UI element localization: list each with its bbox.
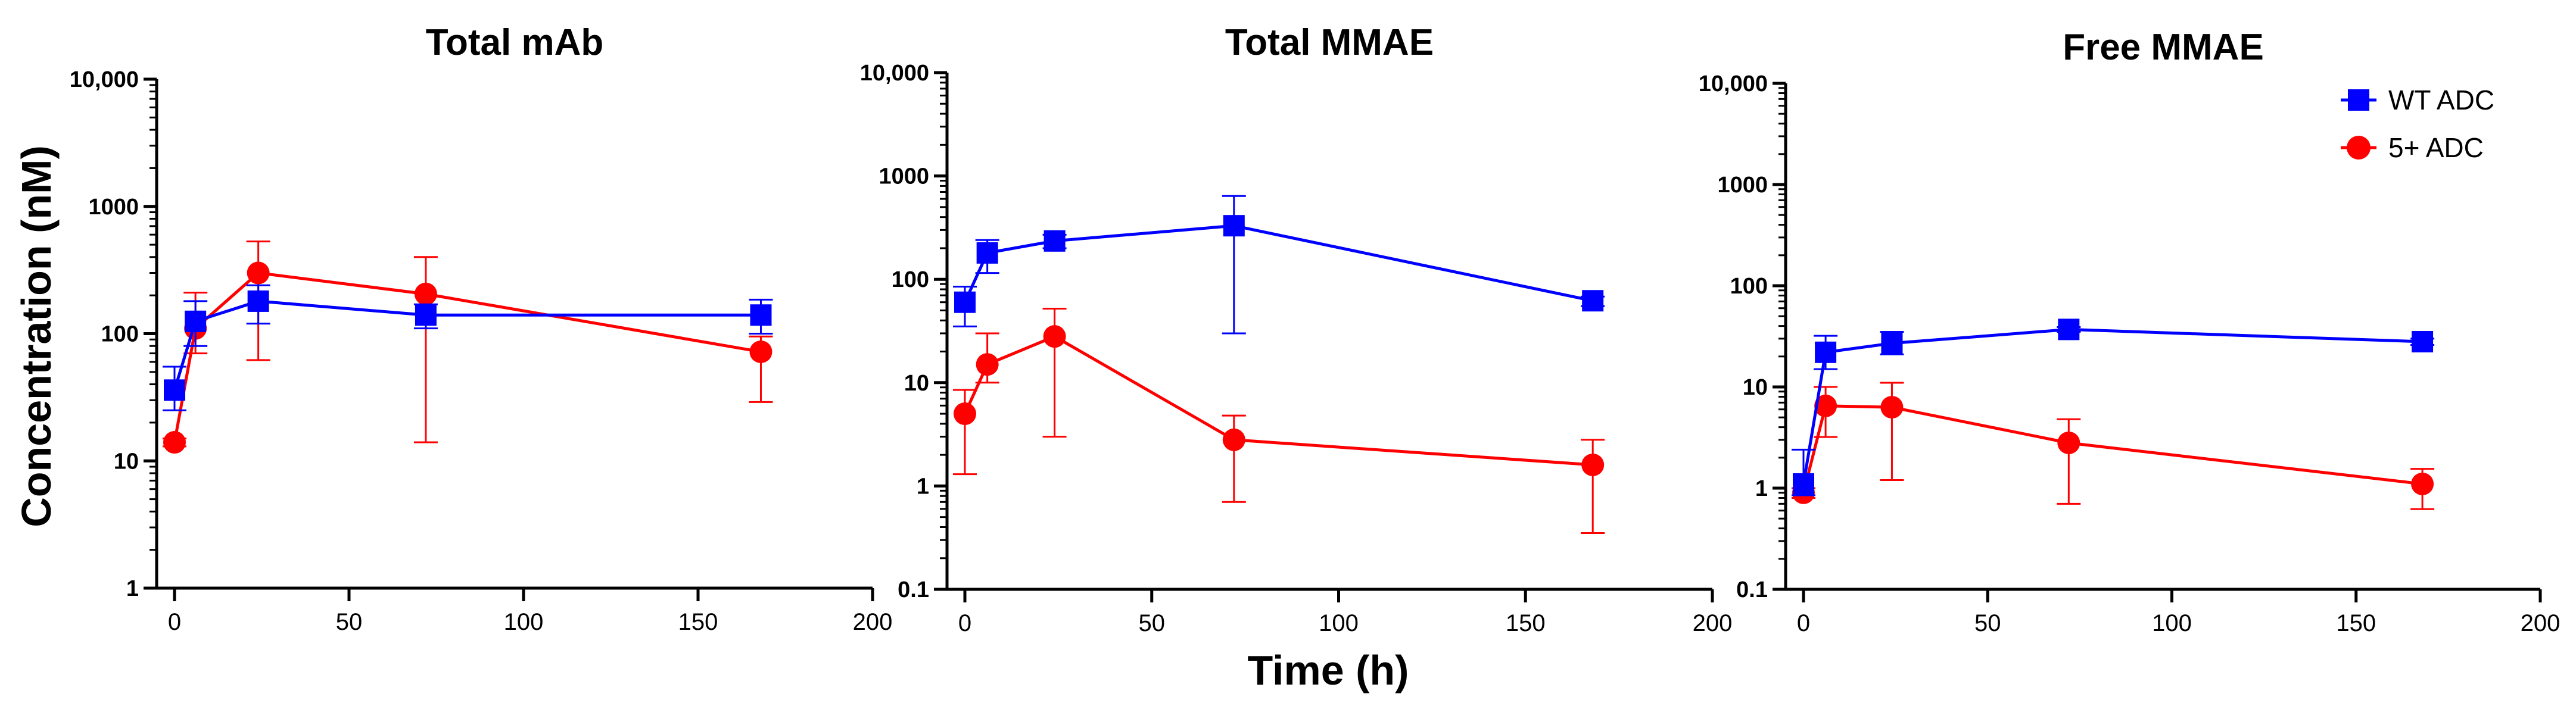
- y-tick-label: 0.1: [898, 577, 929, 602]
- data-point: [1815, 341, 1837, 363]
- series-line: [963, 335, 1593, 467]
- data-point: [164, 379, 185, 401]
- legend-marker-square: [2348, 89, 2369, 111]
- series-wt-adc: [953, 195, 1605, 335]
- series-wt-adc: [1792, 318, 2435, 496]
- panel-2: Total MMAE 0.1 1 10 100 1000 10,000 0 50 100 150 20…: [860, 22, 1733, 636]
- data-point: [1793, 473, 1814, 495]
- y-tick-label: 10,000: [1699, 71, 1768, 96]
- data-point: [1223, 215, 1245, 237]
- series-line: [173, 299, 761, 391]
- y-tick-label: 10: [904, 371, 929, 396]
- series-5plus-adc: [953, 308, 1605, 535]
- data-point: [954, 291, 976, 313]
- data-point: [1043, 325, 1066, 348]
- legend-label-wt: WT ADC: [2388, 85, 2494, 115]
- data-point: [2058, 318, 2080, 340]
- data-point: [976, 242, 998, 264]
- x-tick-label: 0: [168, 609, 181, 635]
- data-point: [1814, 394, 1837, 417]
- x-tick-label: 150: [1506, 610, 1546, 636]
- series-5plus-adc: [1792, 382, 2435, 510]
- data-point: [2057, 431, 2080, 454]
- y-tick-label: 10,000: [70, 67, 139, 92]
- x-tick-label: 50: [1974, 610, 2001, 636]
- y-tick-label: 1: [126, 576, 139, 601]
- panel-title: Total MMAE: [1225, 22, 1434, 63]
- data-point: [749, 340, 773, 363]
- x-tick-label: 200: [853, 609, 893, 635]
- y-tick-label: 0.1: [1736, 577, 1768, 602]
- data-point: [750, 304, 772, 326]
- panel-3: Free MMAE 0.1 1 10 100 1000 10,000 0 50 100 150 200: [1699, 27, 2561, 636]
- data-point: [415, 304, 437, 326]
- data-point: [247, 290, 269, 312]
- legend-marker-circle: [2347, 136, 2371, 160]
- y-tick-label: 10,000: [860, 61, 929, 86]
- x-tick-label: 150: [2336, 610, 2376, 636]
- x-tick-label: 200: [1693, 610, 1733, 636]
- data-point: [976, 353, 999, 376]
- x-tick-label: 50: [336, 609, 363, 635]
- series-wt-adc: [163, 284, 773, 411]
- y-tick-label: 1: [917, 474, 929, 499]
- panel-title: Total mAb: [426, 22, 604, 63]
- series-5plus-adc: [163, 240, 773, 454]
- y-tick-label: 100: [892, 267, 929, 292]
- x-tick-label: 150: [678, 609, 718, 635]
- data-point: [1582, 290, 1604, 312]
- y-tick-label: 10: [114, 449, 139, 474]
- y-tick-label: 1: [1755, 476, 1768, 501]
- panel-1: Total mAb 1 10 100 1000 10,000 0 50 100 150 200: [70, 22, 893, 635]
- data-point: [1222, 428, 1245, 451]
- legend-label-5plus: 5+ ADC: [2388, 132, 2484, 163]
- y-tick-label: 1000: [1717, 173, 1768, 198]
- data-point: [163, 431, 186, 454]
- data-point: [2411, 472, 2434, 495]
- x-tick-label: 100: [504, 609, 544, 635]
- data-point: [1044, 230, 1066, 252]
- y-tick-label: 1000: [879, 164, 929, 189]
- x-tick-label: 100: [1319, 610, 1359, 636]
- x-tick-label: 100: [2152, 610, 2192, 636]
- y-tick-label: 1000: [88, 195, 139, 220]
- data-point: [247, 261, 270, 285]
- x-tick-label: 0: [1797, 610, 1810, 636]
- x-tick-label: 50: [1139, 610, 1166, 636]
- x-tick-label: 200: [2521, 610, 2561, 636]
- data-point: [1881, 332, 1903, 354]
- data-point: [414, 282, 437, 305]
- y-tick-label: 100: [101, 322, 139, 347]
- x-axis-title: Time (h): [1248, 647, 1409, 693]
- data-point: [1581, 453, 1605, 476]
- y-tick-label: 100: [1730, 274, 1768, 299]
- y-axis-title: Concentration (nM): [13, 145, 60, 527]
- data-point: [1880, 396, 1904, 419]
- data-point: [954, 402, 976, 426]
- legend-entry-wt: WT ADC: [2341, 85, 2494, 115]
- panel-title: Free MMAE: [2063, 27, 2264, 68]
- y-tick-label: 10: [1743, 375, 1768, 400]
- data-point: [185, 310, 207, 332]
- legend: WT ADC 5+ ADC: [2341, 85, 2494, 163]
- legend-entry-5plus: 5+ ADC: [2341, 132, 2484, 163]
- x-tick-label: 0: [958, 610, 971, 636]
- data-point: [2412, 330, 2434, 352]
